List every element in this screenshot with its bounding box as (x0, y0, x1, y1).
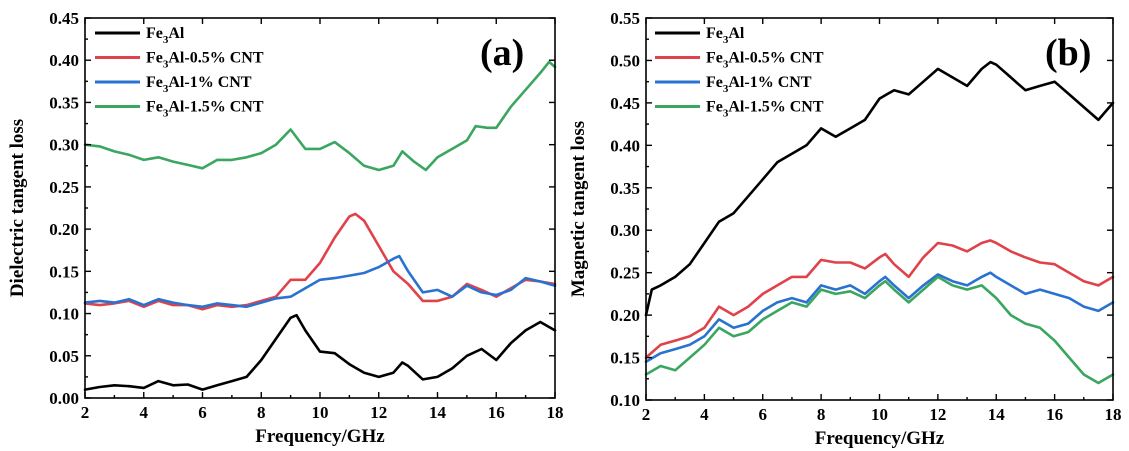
y-tick-label: 0.30 (610, 221, 640, 240)
y-tick-label: 0.25 (49, 178, 79, 197)
legend-entry: Fe3Al-0.5% CNT (146, 50, 264, 71)
y-tick-label: 0.35 (610, 179, 640, 198)
chart-panel-b: 2 4 6 8 10 12 14 16 180.100.150.200.250.300.350.… (568, 9, 1122, 449)
x-axis: 2 4 6 8 10 12 14 16 18 (81, 18, 564, 422)
x-tick-label: 12 (929, 405, 946, 424)
x-tick-label: 8 (817, 405, 826, 424)
legend-entry: Fe3Al-1% CNT (706, 74, 812, 95)
x-tick-label: 18 (547, 403, 564, 422)
x-tick-label: 10 (312, 403, 329, 422)
series-line-4 (644, 275, 1115, 385)
x-tick-label: 14 (988, 405, 1006, 424)
series-line-1 (644, 60, 1115, 317)
x-axis-label: Frequency/GHz (255, 426, 385, 447)
chart-panel-a: 2 4 6 8 10 12 14 16 180.000.050.100.150.200.250.… (7, 9, 564, 447)
series-group (83, 60, 557, 391)
y-tick-label: 0.00 (49, 389, 79, 408)
x-tick-label: 8 (257, 403, 266, 422)
legend: Fe3Al Fe3Al-0.5% CNT Fe3Al-1% CNT Fe3Al-1.5… (95, 25, 264, 120)
legend-entry: Fe3Al-1% CNT (146, 74, 252, 95)
series-group (644, 60, 1115, 385)
x-tick-label: 2 (642, 405, 651, 424)
series-line-3 (644, 271, 1115, 364)
panel-label: (a) (480, 32, 524, 74)
x-tick-label: 10 (871, 405, 888, 424)
y-tick-label: 0.20 (49, 220, 79, 239)
x-tick-label: 2 (81, 403, 90, 422)
x-tick-label: 14 (429, 403, 447, 422)
y-tick-label: 0.30 (49, 136, 79, 155)
y-tick-label: 0.15 (49, 262, 79, 281)
y-tick-label: 0.45 (610, 94, 640, 113)
x-tick-label: 12 (370, 403, 387, 422)
y-tick-label: 0.05 (49, 347, 79, 366)
y-axis: 0.10 0.15 0.20 0.25 0.30 0.35 0.40 0.45 0.50 0.55 (610, 9, 1113, 410)
legend: Fe3Al Fe3Al-0.5% CNT Fe3Al-1% CNT Fe3Al-1.5… (655, 25, 824, 120)
legend-entry: Fe3Al-0.5% CNT (706, 50, 824, 71)
y-axis-label: Dielectric tangent loss (7, 119, 28, 297)
y-tick-label: 0.25 (610, 264, 640, 283)
x-tick-label: 16 (488, 403, 505, 422)
legend-entry: Fe3Al-1.5% CNT (146, 99, 264, 120)
panel-label: (b) (1045, 32, 1091, 74)
y-tick-label: 0.10 (49, 305, 79, 324)
y-tick-label: 0.50 (610, 51, 640, 70)
x-axis: 2 4 6 8 10 12 14 16 18 (642, 18, 1122, 424)
series-line-3 (83, 254, 557, 309)
y-tick-label: 0.20 (610, 306, 640, 325)
x-tick-label: 6 (759, 405, 768, 424)
series-line-2 (83, 212, 557, 311)
x-tick-label: 4 (140, 403, 149, 422)
legend-entry: Fe3Al (706, 25, 745, 46)
legend-entry: Fe3Al-1.5% CNT (706, 99, 824, 120)
y-tick-label: 0.35 (49, 93, 79, 112)
y-tick-label: 0.40 (610, 136, 640, 155)
x-tick-label: 6 (198, 403, 207, 422)
series-line-4 (83, 60, 557, 172)
y-axis: 0.00 0.05 0.10 0.15 0.20 0.25 0.30 0.35 0.40 0.45 (49, 9, 555, 408)
x-tick-label: 4 (700, 405, 709, 424)
x-tick-label: 18 (1105, 405, 1122, 424)
y-tick-label: 0.55 (610, 9, 640, 28)
y-tick-label: 0.45 (49, 9, 79, 28)
y-tick-label: 0.15 (610, 349, 640, 368)
y-tick-label: 0.40 (49, 51, 79, 70)
x-axis-label: Frequency/GHz (815, 428, 945, 449)
x-tick-label: 16 (1046, 405, 1063, 424)
y-tick-label: 0.10 (610, 391, 640, 410)
series-line-2 (644, 239, 1115, 359)
y-axis-label: Magnetic tangent loss (568, 121, 589, 297)
legend-entry: Fe3Al (146, 25, 185, 46)
series-line-1 (83, 313, 557, 391)
